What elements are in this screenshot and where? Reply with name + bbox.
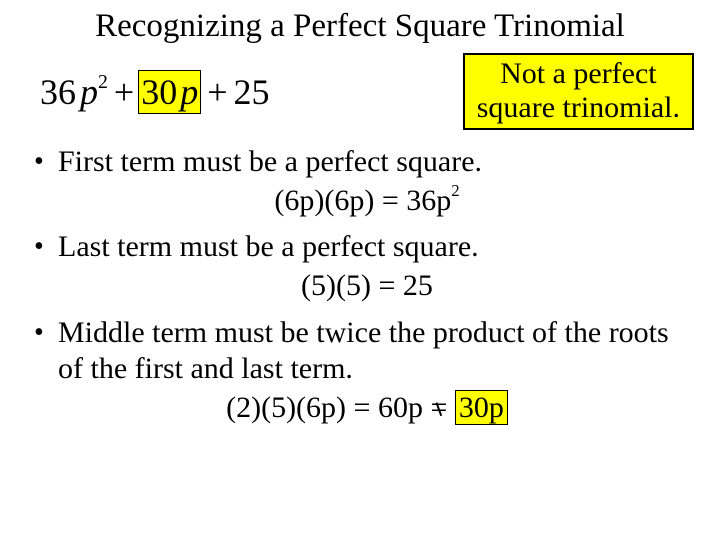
rhs-highlight: 30p — [455, 390, 508, 425]
example-body: (5)(5) = 25 — [301, 269, 433, 302]
middle-var: p — [180, 72, 198, 112]
trinomial-equation: 36 p2 + 30p + 25 — [40, 70, 270, 114]
term1-var: p2 — [80, 71, 108, 113]
term1-coef: 36 — [40, 71, 76, 113]
example-lhs: (2)(5)(6p) = 60p — [226, 391, 430, 424]
slide: Recognizing a Perfect Square Trinomial 3… — [0, 0, 720, 540]
example-body: (6p)(6p) = 36p — [274, 184, 451, 217]
example-line: (6p)(6p) = 36p2 — [34, 183, 700, 220]
example-exp: 2 — [451, 181, 459, 200]
callout-line1: Not a perfect — [477, 57, 680, 91]
callout-line2: square trinomial. — [477, 91, 680, 125]
bullet-text: Last term must be a perfect square. — [58, 229, 479, 266]
slide-title: Recognizing a Perfect Square Trinomial — [20, 8, 700, 45]
example-line: (2)(5)(6p) = 60p = 30p — [34, 390, 700, 427]
bullet-text: First term must be a perfect square. — [58, 144, 482, 181]
plus-1: + — [114, 71, 134, 113]
equation-row: 36 p2 + 30p + 25 Not a perfect square tr… — [20, 53, 700, 130]
middle-coef: 30 — [141, 72, 177, 112]
bullet-text: Middle term must be twice the product of… — [58, 315, 700, 388]
list-item: • Middle term must be twice the product … — [34, 315, 700, 427]
term1-exp: 2 — [98, 71, 108, 93]
term1-var-letter: p — [80, 72, 98, 112]
list-item: • First term must be a perfect square. (… — [34, 144, 700, 219]
bullet-dot-icon: • — [34, 315, 58, 351]
bullet-dot-icon: • — [34, 229, 58, 265]
plus-2: + — [207, 71, 227, 113]
bullet-dot-icon: • — [34, 144, 58, 180]
rules-list: • First term must be a perfect square. (… — [20, 144, 700, 426]
callout-box: Not a perfect square trinomial. — [463, 53, 694, 130]
middle-term-highlight: 30p — [138, 70, 201, 114]
example-line: (5)(5) = 25 — [34, 268, 700, 305]
not-equal-icon: = — [430, 390, 447, 427]
term3: 25 — [234, 71, 270, 113]
list-item: • Last term must be a perfect square. (5… — [34, 229, 700, 304]
